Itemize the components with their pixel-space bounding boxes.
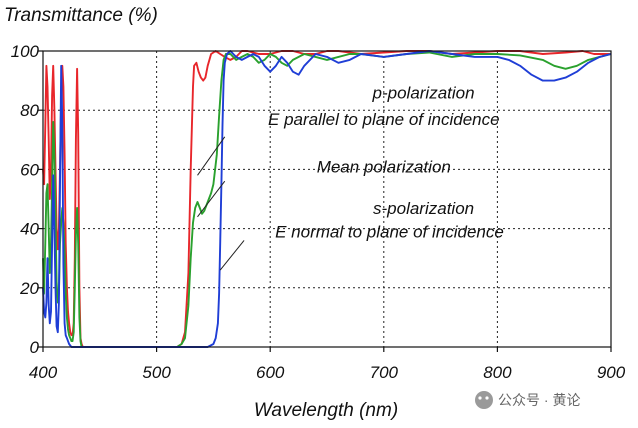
x-tick-label-600: 600 <box>256 363 285 382</box>
annotation-1: E parallel to plane of incidence <box>268 110 500 129</box>
x-axis-label: Wavelength (nm) <box>254 400 398 421</box>
series-line-mean-polarization <box>42 51 612 348</box>
pointer-line-0 <box>197 136 226 176</box>
x-tick-label-800: 800 <box>483 363 512 382</box>
axis-ticks: 400 500 600 700 800 900 0 20 40 60 80 100 <box>11 42 626 382</box>
grid <box>43 51 611 347</box>
x-tick-label-700: 700 <box>370 363 399 382</box>
y-tick-label-20: 20 <box>19 279 39 298</box>
y-tick-label-80: 80 <box>20 101 39 120</box>
watermark: 公众号 · 黄论 <box>475 391 580 409</box>
x-tick-label-500: 500 <box>142 363 171 382</box>
annotation-3: s-polarization <box>373 199 474 218</box>
y-tick-label-100: 100 <box>11 42 40 61</box>
series-line-s-polarization <box>42 50 612 348</box>
series-group <box>42 50 612 348</box>
pointer-line-1 <box>197 180 226 218</box>
wechat-icon <box>475 391 493 409</box>
x-tick-label-900: 900 <box>597 363 626 382</box>
x-tick-label-400: 400 <box>29 363 58 382</box>
chart-title: Transmittance (%) <box>4 5 158 26</box>
wechat-icon-eye-left <box>478 396 482 400</box>
watermark-text: 公众号 · 黄论 <box>498 392 580 408</box>
wechat-icon-eye-right <box>485 396 489 400</box>
y-tick-label-40: 40 <box>20 220 39 239</box>
annotation-4: E normal to plane of incidence <box>275 222 504 241</box>
annotation-2: Mean polarization <box>317 157 451 176</box>
y-tick-label-0: 0 <box>30 338 40 357</box>
series-line-p-polarization <box>42 50 611 348</box>
pointer-line-2 <box>219 240 245 271</box>
plot-frame <box>42 50 612 348</box>
y-tick-label-60: 60 <box>20 160 39 179</box>
annotations: p-polarization E parallel to plane of inc… <box>197 83 504 271</box>
annotation-0: p-polarization <box>372 83 475 102</box>
